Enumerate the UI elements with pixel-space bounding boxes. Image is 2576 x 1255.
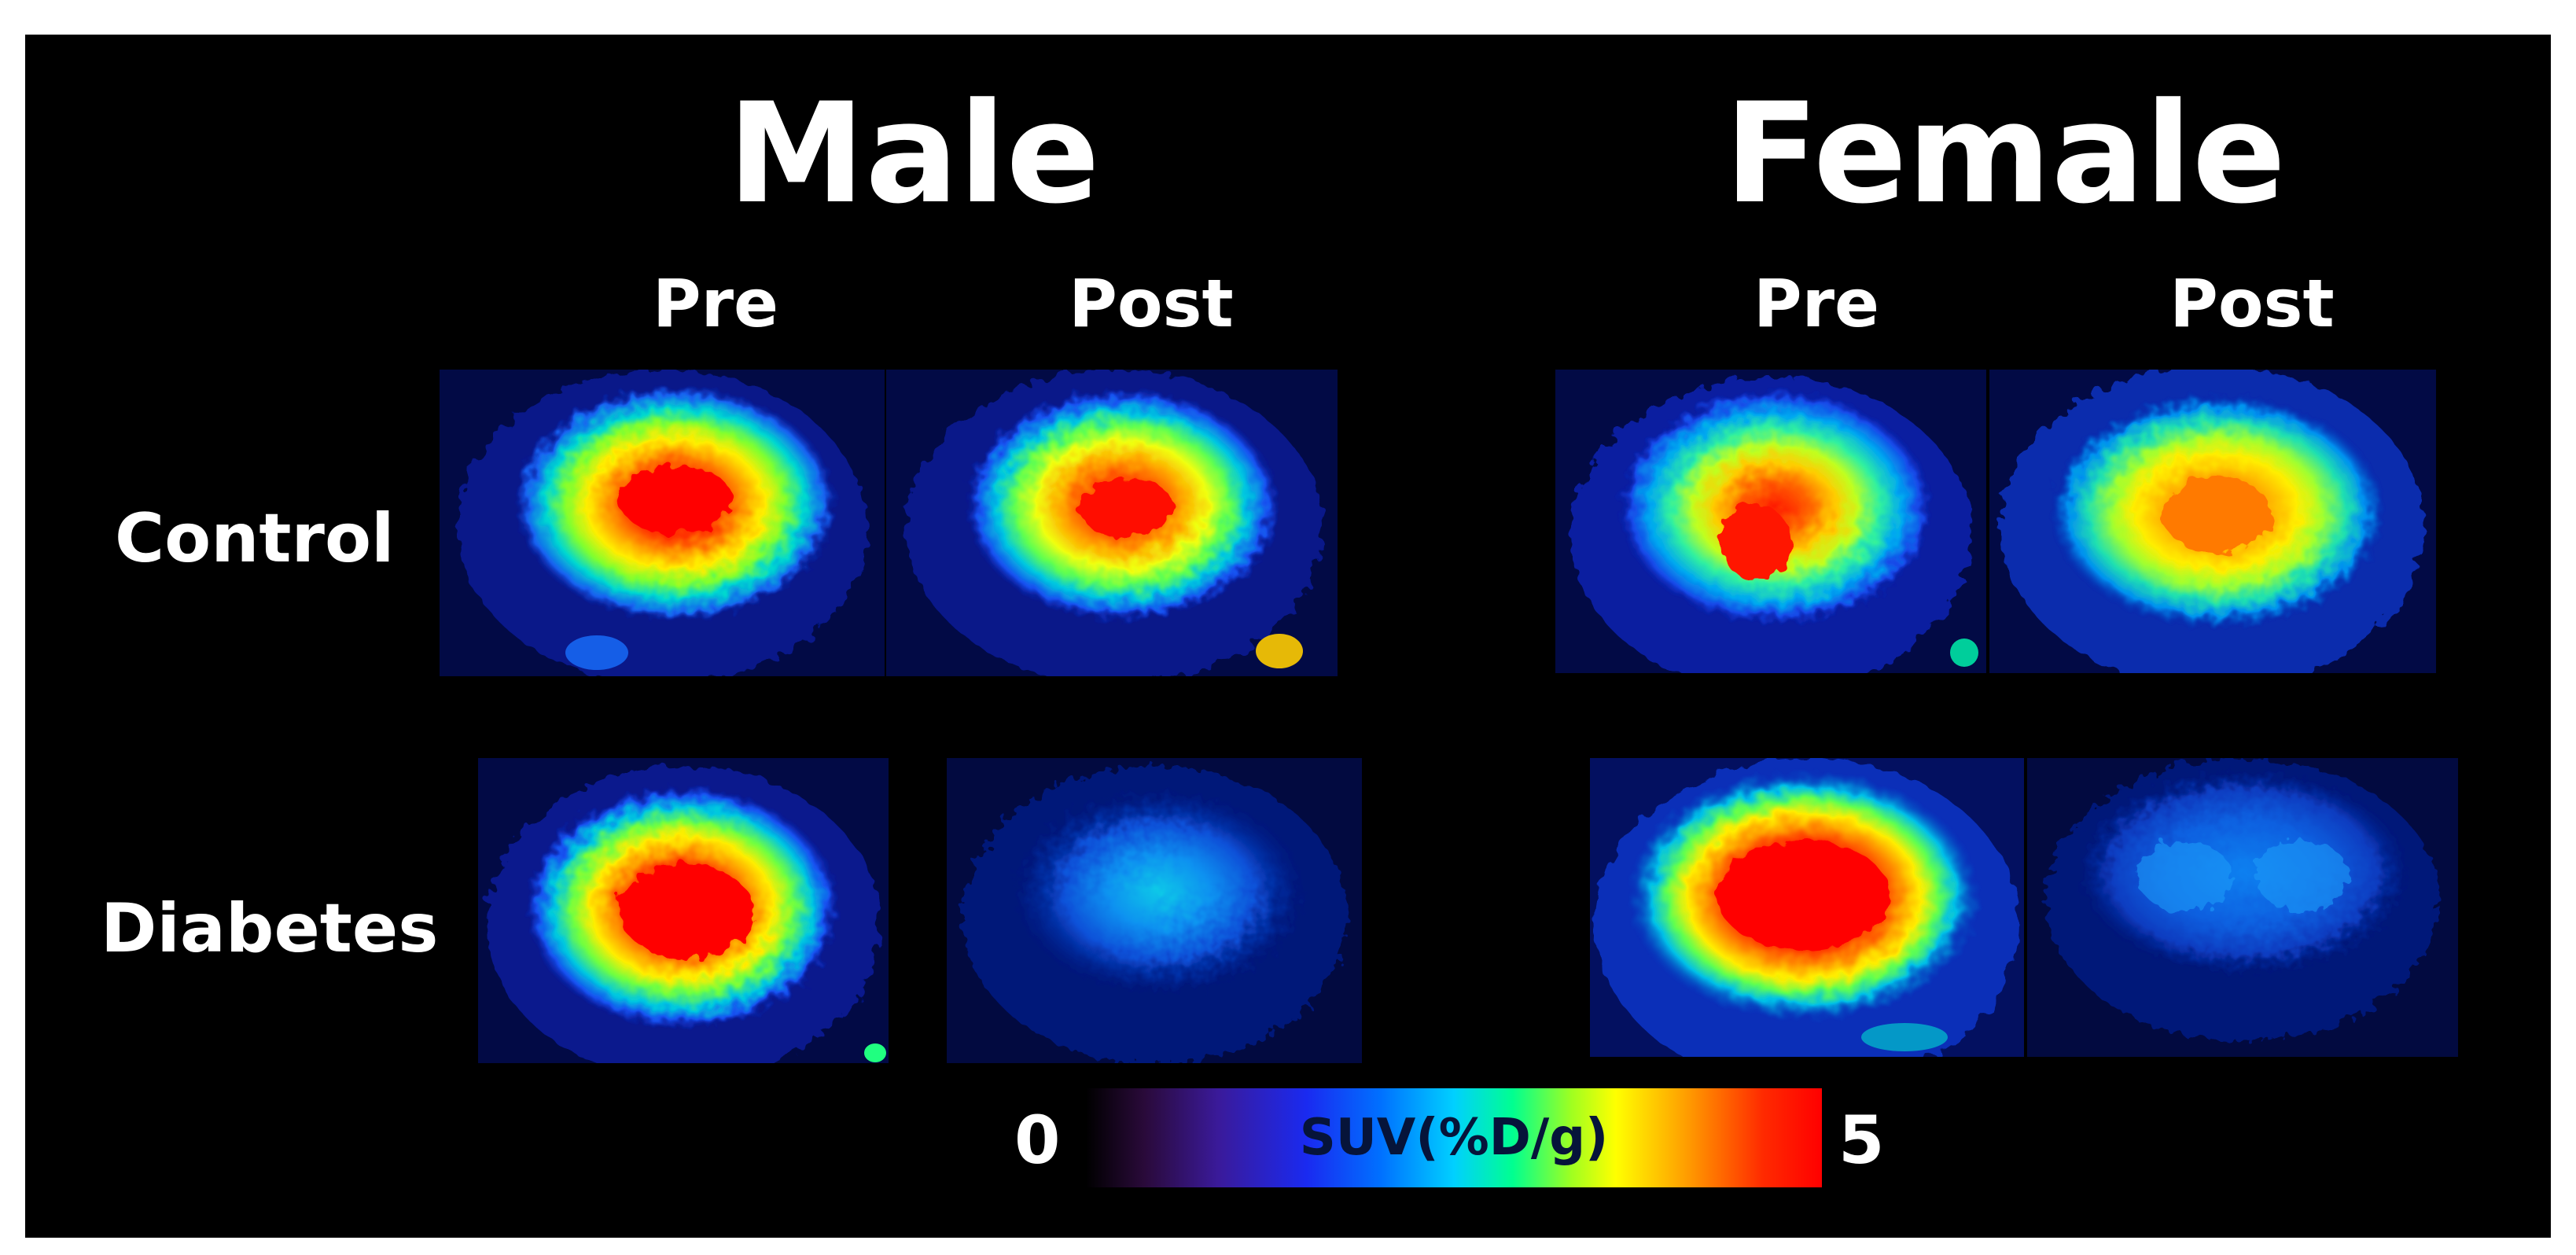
time-header-male-post: Post bbox=[1069, 265, 1234, 342]
group-label-diabetes: Diabetes bbox=[101, 889, 439, 968]
colorbar: SUV(%D/g) bbox=[1086, 1088, 1822, 1187]
group-label-control: Control bbox=[115, 499, 395, 578]
scan-male-diabetes-pre bbox=[478, 758, 889, 1063]
colorbar-max-label: 5 bbox=[1838, 1102, 1885, 1179]
scan-female-control-pre bbox=[1555, 370, 1986, 673]
time-header-female-post: Post bbox=[2169, 265, 2335, 342]
colorbar-min-label: 0 bbox=[1014, 1102, 1061, 1179]
scan-female-diabetes-pre bbox=[1590, 758, 2024, 1057]
figure-panel: Male Female Pre Post Pre Post Control Di… bbox=[25, 35, 2551, 1238]
scan-female-diabetes-post bbox=[2027, 758, 2458, 1057]
scan-male-diabetes-post bbox=[947, 758, 1362, 1063]
scan-male-control-pre bbox=[440, 370, 885, 676]
scan-female-control-post bbox=[1989, 370, 2436, 673]
time-header-male-pre: Pre bbox=[653, 265, 778, 342]
colorbar-unit-label: SUV(%D/g) bbox=[1299, 1109, 1609, 1167]
sex-header-male: Male bbox=[727, 73, 1100, 234]
sex-header-female: Female bbox=[1724, 73, 2287, 234]
scan-male-control-post bbox=[886, 370, 1338, 676]
time-header-female-pre: Pre bbox=[1754, 265, 1879, 342]
